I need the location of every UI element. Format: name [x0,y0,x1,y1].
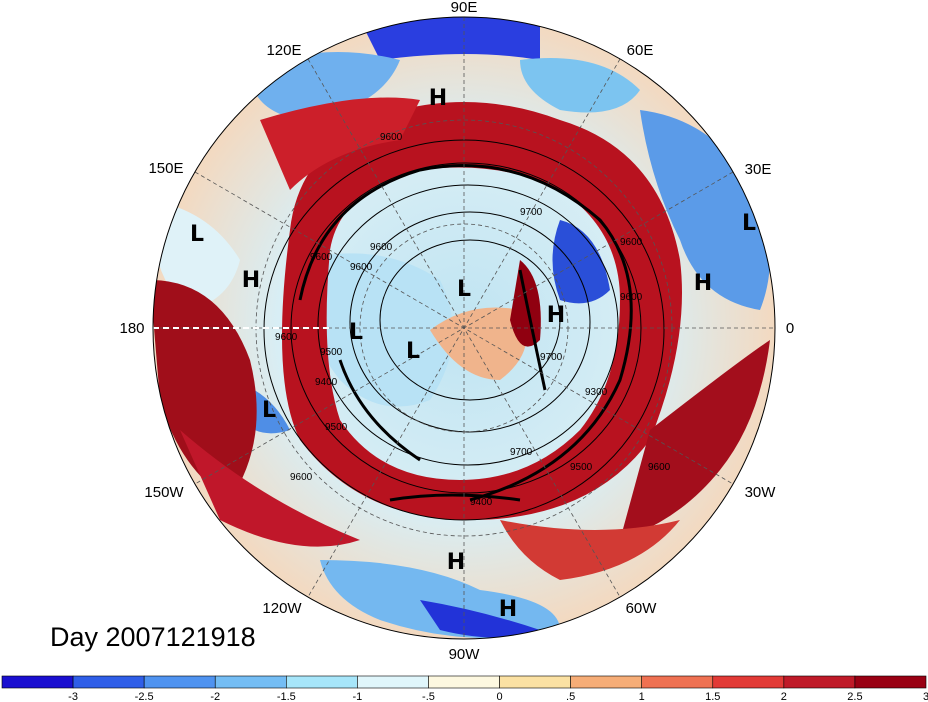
longitude-labels: 90E 60E 30E 0 30W 60W 90W 120W 150W 180 … [119,0,794,663]
colorbar-tick-label: -.5 [422,691,435,702]
lon-label-60e: 60E [627,42,654,59]
lon-label-150w: 150W [144,484,184,501]
colorbar-tick-label: 1.5 [705,691,720,702]
day-label: Day 2007121918 [50,622,256,652]
colorbar-tick-label: -1 [352,691,362,702]
colorbar-swatch [143,675,216,689]
contour-label: 9700 [540,352,563,363]
colorbar: -3 -2.5 -2 -1.5 -1 -.5 0 .5 1 1.5 2 2.5 3 [1,675,928,702]
contour-label: 9600 [380,132,403,143]
pressure-centers: H H H H H H H L L L L L L L [190,86,756,622]
colorbar-tick-label: -2 [210,691,220,702]
lon-label-30w: 30W [745,484,777,501]
contour-label: 9600 [290,472,313,483]
contour-value-labels: 9600 9600 9700 9700 9600 9600 9600 9600 … [275,132,671,508]
colorbar-tick-label: -2.5 [135,691,154,702]
low-marker: L [742,211,756,236]
colorbar-swatch [72,675,145,689]
lon-label-120e: 120E [266,42,301,59]
contour-label: 9600 [310,252,333,263]
globe-border [152,16,776,640]
contour-label: 9700 [510,447,533,458]
high-marker: H [429,86,447,111]
colorbar-swatch [357,675,429,689]
high-marker: H [242,268,260,293]
high-marker: H [694,271,712,296]
contour-label: 9600 [620,237,643,248]
low-marker: L [457,277,471,302]
lon-label-180: 180 [119,320,144,337]
colorbar-swatch [570,675,642,689]
lon-label-60w: 60W [626,600,658,617]
colorbar-tick-label: -3 [68,691,78,702]
colorbar-tick-label: 3 [923,691,928,702]
colorbar-tick-label: 0 [496,691,502,702]
low-marker: L [349,320,363,345]
contour-label: 9400 [315,377,338,388]
high-marker: H [547,303,565,328]
contour-label: 9500 [325,422,348,433]
colorbar-tick-label: 1 [639,691,645,702]
contour-label: 9700 [520,207,543,218]
colorbar-swatch [214,675,287,689]
contour-label: 9600 [350,262,373,273]
lon-label-90w: 90W [449,646,481,663]
colorbar-swatch [499,675,571,689]
colorbar-tick-label: 2 [781,691,787,702]
contour-label: 9600 [648,462,671,473]
lon-label-30e: 30E [745,161,772,178]
contour-label: 9600 [275,332,298,343]
globe [153,17,775,639]
contour-label: 9500 [570,462,593,473]
contour-label: 9400 [470,497,493,508]
colorbar-tick-label: -1.5 [277,691,296,702]
contour-label: 9600 [620,292,643,303]
contour-label: 9300 [585,387,608,398]
colorbar-swatch [783,675,856,689]
low-marker: L [190,222,204,247]
high-marker: H [447,550,465,575]
contour-label: 9500 [320,347,343,358]
colorbar-swatch [286,675,358,689]
contour-label: 9600 [370,242,393,253]
colorbar-tick-label: .5 [566,691,575,702]
colorbar-tick-label: 2.5 [847,691,862,702]
low-marker: L [262,398,276,423]
colorbar-swatch [428,675,500,689]
graticule [153,17,775,639]
colorbar-swatch [641,675,714,689]
high-marker: H [499,597,517,622]
lon-label-120w: 120W [262,600,302,617]
lon-label-0: 0 [786,320,794,337]
lon-label-150e: 150E [148,160,183,177]
colorbar-swatch [1,675,74,689]
lon-label-90e: 90E [451,0,478,16]
low-marker: L [406,339,420,364]
colorbar-swatch [854,675,927,689]
colorbar-swatch [712,675,785,689]
